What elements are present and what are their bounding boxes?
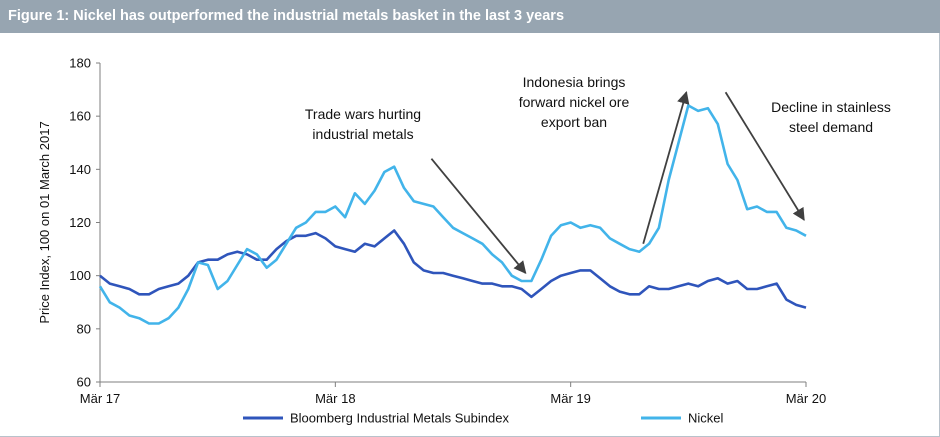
y-tick-label: 140 <box>69 162 91 177</box>
y-tick-label: 160 <box>69 109 91 124</box>
legend-label: Nickel <box>688 411 724 426</box>
annotation-arrow <box>430 158 527 274</box>
y-tick-label: 60 <box>77 375 91 390</box>
annotation-text: forward nickel ore <box>519 94 630 110</box>
annotation-text: industrial metals <box>312 126 413 142</box>
x-tick-label: Mär 18 <box>315 391 355 406</box>
y-axis-title: Price Index, 100 on 01 March 2017 <box>37 121 52 323</box>
y-tick-label: 100 <box>69 268 91 283</box>
y-tick-label: 180 <box>69 56 91 71</box>
annotation-text: steel demand <box>789 119 873 135</box>
figure-title-bar: Figure 1: Nickel has outperformed the in… <box>0 0 940 33</box>
x-tick-label: Mär 17 <box>80 391 120 406</box>
y-tick-label: 120 <box>69 215 91 230</box>
figure-title: Figure 1: Nickel has outperformed the in… <box>8 8 565 24</box>
annotation-arrow <box>724 91 805 221</box>
bloomberg-series-line <box>99 229 807 309</box>
y-tick-label: 80 <box>77 321 91 336</box>
annotation-text: Trade wars hurting <box>305 106 421 122</box>
legend-label: Bloomberg Industrial Metals Subindex <box>290 411 509 426</box>
x-tick-label: Mär 19 <box>550 391 590 406</box>
nickel-series-line <box>98 104 807 325</box>
annotation-text: Indonesia brings <box>523 74 626 90</box>
x-tick-label: Mär 20 <box>786 391 826 406</box>
annotation-text: Decline in stainless <box>771 99 891 115</box>
annotation-arrow <box>642 91 690 245</box>
annotation-text: export ban <box>541 114 607 130</box>
